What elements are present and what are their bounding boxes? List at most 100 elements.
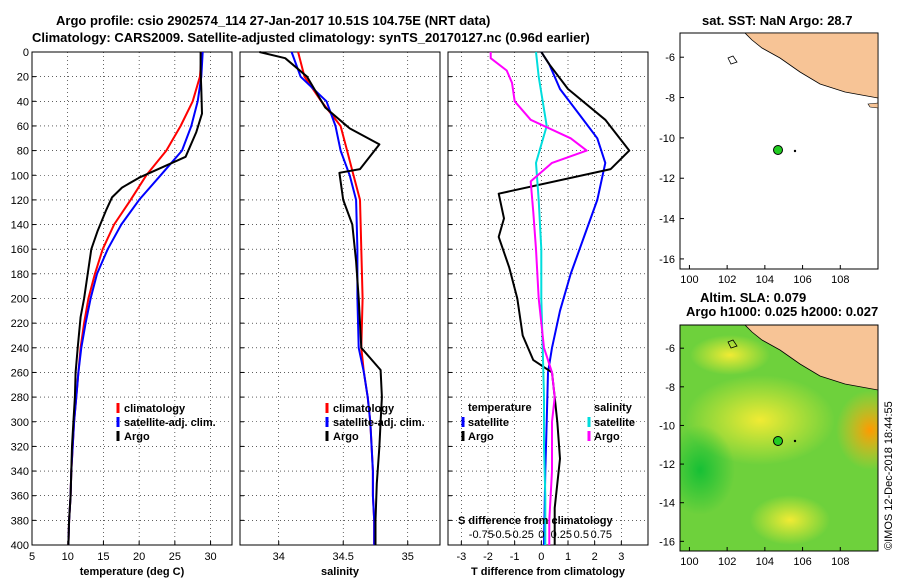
- legend-salinity-label: satellite: [594, 417, 635, 429]
- sst-map-ytick-label: -10: [659, 133, 675, 145]
- sla-map-xtick-label: 104: [756, 556, 774, 568]
- depth-tick-label: 400: [11, 540, 29, 552]
- difference-series-t-argo: [497, 51, 631, 545]
- sla-map-ytick-label: -12: [659, 459, 675, 471]
- depth-tick-label: 240: [11, 343, 29, 355]
- salinity-series-argo: [259, 51, 383, 545]
- sla-map-ytick-label: -10: [659, 420, 675, 432]
- title-line-1: Argo profile: csio 2902574_114 27-Jan-20…: [56, 13, 490, 28]
- depth-tick-label: 0: [23, 47, 29, 59]
- difference-xtick-label: 2: [592, 551, 598, 563]
- depth-tick-label: 160: [11, 244, 29, 256]
- sst-map-xtick-label: 102: [718, 274, 736, 286]
- difference-series-t-satellite: [540, 51, 607, 546]
- difference-xtick-label: -3: [456, 551, 466, 563]
- temperature-xlabel: temperature (deg C): [80, 566, 185, 578]
- salinity-xtick-label: 34.5: [333, 551, 354, 563]
- salinity-legend-label: satellite-adj. clim.: [333, 417, 425, 429]
- temperature-xtick-label: 15: [97, 551, 109, 563]
- sst-map-xtick-label: 106: [793, 274, 811, 286]
- sla-map-xtick-label: 106: [793, 556, 811, 568]
- salinity-legend-label: climatology: [333, 403, 395, 415]
- difference-xlabel: T difference from climatology: [471, 566, 626, 578]
- sla-map-xtick-label: 100: [680, 556, 698, 568]
- sla-map-subtitle: Argo h1000: 0.025 h2000: 0.027: [686, 304, 878, 319]
- land-sumatra-java: [744, 33, 878, 99]
- temperature-xtick-label: 20: [133, 551, 145, 563]
- salinity-legend-label: Argo: [333, 431, 359, 443]
- sla-map-title: Altim. SLA: 0.079: [700, 290, 806, 305]
- temperature-series-argo: [67, 52, 203, 546]
- salinity-xtick-label: 34: [273, 551, 285, 563]
- sst-map-xtick-label: 108: [831, 274, 849, 286]
- difference-stick-label: 0.5: [574, 529, 589, 541]
- legend-temperature-label: satellite: [468, 417, 509, 429]
- christmas-island-2: [793, 439, 797, 443]
- temperature-legend-label: climatology: [124, 403, 186, 415]
- argo-location-marker-2: [773, 436, 783, 446]
- depth-tick-label: 120: [11, 195, 29, 207]
- difference-xtick-label: 0: [538, 551, 544, 563]
- sst-map: sat. SST: NaN Argo: 28.7 100 102 104 106 108…: [659, 13, 879, 286]
- christmas-island: [793, 149, 797, 153]
- temperature-panel: 5 10 15 20 25 3002040608010012014016018020022…: [11, 47, 233, 578]
- depth-tick-label: 220: [11, 318, 29, 330]
- difference-xtick-label: -1: [510, 551, 520, 563]
- depth-tick-label: 40: [17, 96, 29, 108]
- sst-map-xtick-label: 104: [756, 274, 774, 286]
- sla-map-ytick-label: -8: [665, 382, 675, 394]
- difference-stick-label: 0: [538, 529, 544, 541]
- sla-map-xtick-label: 102: [718, 556, 736, 568]
- legend-temperature-label: Argo: [468, 431, 494, 443]
- depth-tick-label: 140: [11, 220, 29, 232]
- legend-temperature-heading: temperature: [468, 402, 532, 414]
- sla-map-ytick-label: -6: [665, 343, 675, 355]
- depth-tick-label: 100: [11, 170, 29, 182]
- legend-salinity-heading: salinity: [594, 402, 633, 414]
- difference-stick-label: -0.75: [469, 529, 494, 541]
- difference-xtick-label: 1: [565, 551, 571, 563]
- temperature-legend-label: Argo: [124, 431, 150, 443]
- sst-map-ytick-label: -12: [659, 173, 675, 185]
- sla-map-frame: [679, 324, 879, 552]
- depth-tick-label: 200: [11, 294, 29, 306]
- depth-tick-label: 300: [11, 417, 29, 429]
- land-small-island: [867, 102, 878, 109]
- difference-stick-label: 0.25: [551, 529, 572, 541]
- sla-positive-anomaly-north: [690, 335, 770, 375]
- temperature-xtick-label: 10: [62, 551, 74, 563]
- temperature-xtick-label: 25: [169, 551, 181, 563]
- sst-map-title: sat. SST: NaN Argo: 28.7: [702, 13, 853, 28]
- depth-tick-label: 380: [11, 515, 29, 527]
- depth-tick-label: 180: [11, 269, 29, 281]
- argo-location-marker: [773, 145, 783, 155]
- sla-map-xtick-label: 108: [831, 556, 849, 568]
- difference-series-s-argo: [489, 52, 588, 545]
- island-outline-2: [727, 339, 738, 349]
- difference-stick-label: 0.75: [591, 529, 612, 541]
- sst-map-xtick-label: 100: [680, 274, 698, 286]
- depth-tick-label: 60: [17, 121, 29, 133]
- salinity-panel: 34 34.5 35 salinity climatology satellite-adj…: [239, 51, 441, 578]
- temperature-legend-label: satellite-adj. clim.: [124, 417, 216, 429]
- temperature-xtick-label: 5: [29, 551, 35, 563]
- sla-map: Altim. SLA: 0.079 Argo h1000: 0.025 h200…: [659, 290, 879, 568]
- difference-xtick-label: -2: [483, 551, 493, 563]
- sst-map-ytick-label: -16: [659, 254, 675, 266]
- depth-tick-label: 280: [11, 392, 29, 404]
- sla-high-anomaly: [836, 390, 878, 470]
- salinity-series-satellite-adj-clim-: [290, 51, 376, 545]
- depth-tick-label: 260: [11, 367, 29, 379]
- difference-panel: -3 -2 -1 0 1 2 3 T difference from climatology S…: [447, 51, 649, 578]
- sst-map-ytick-label: -14: [659, 214, 675, 226]
- sla-map-ytick-label: -16: [659, 536, 675, 548]
- depth-tick-label: 80: [17, 146, 29, 158]
- difference-xlabel2: S difference from climatology: [458, 515, 614, 527]
- depth-tick-label: 320: [11, 441, 29, 453]
- land-sumatra-java-2: [744, 325, 878, 391]
- island-outline: [727, 55, 738, 65]
- difference-stick-label: -0.25: [509, 529, 534, 541]
- sla-positive-anomaly-south: [750, 495, 830, 545]
- salinity-xtick-label: 35: [402, 551, 414, 563]
